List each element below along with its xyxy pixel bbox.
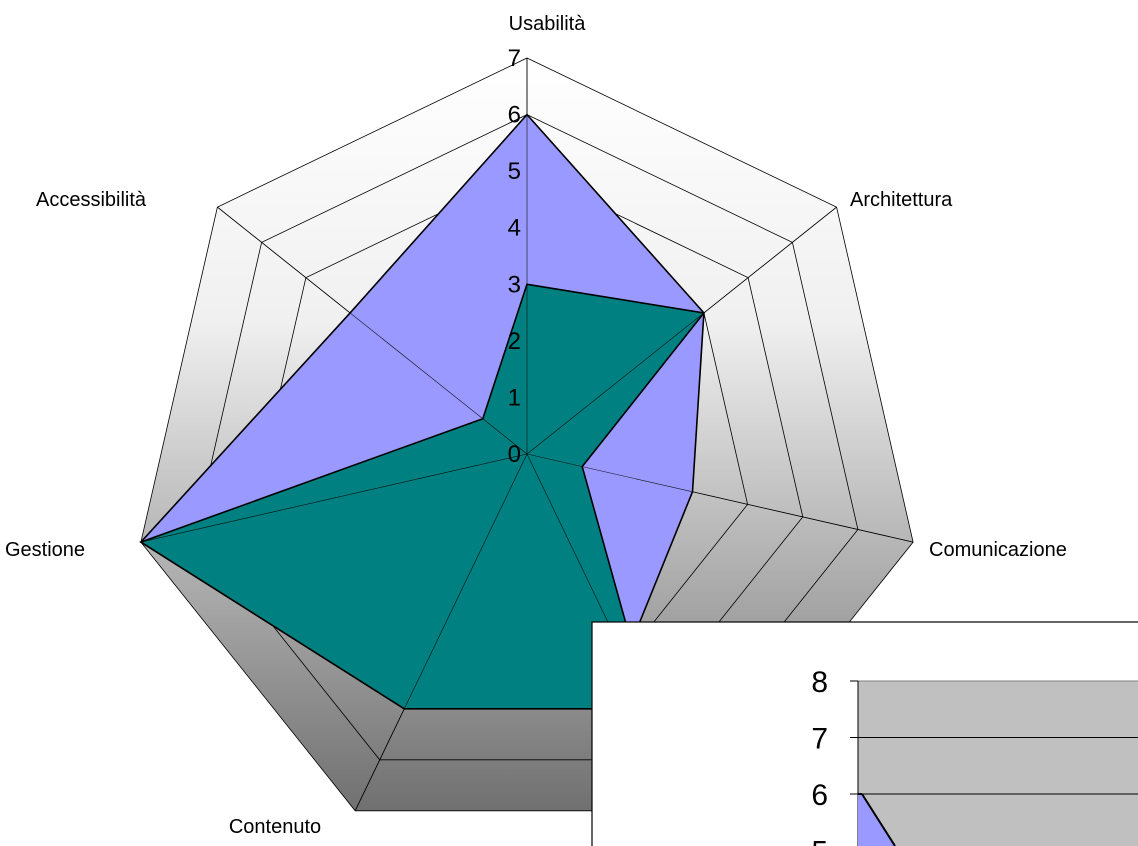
inset-tick-labels: 5 6 7 8 bbox=[811, 666, 828, 846]
radar-axis-label: Contenuto bbox=[229, 816, 321, 838]
inset-gridlines bbox=[850, 680, 1138, 795]
inset-tick-label: 7 bbox=[811, 723, 828, 756]
radar-axis-labels: Usabilità Architettura Comunicazione Conten… bbox=[5, 13, 1067, 838]
radar-axis-label: Comunicazione bbox=[929, 539, 1067, 561]
radar-axis-label: Architettura bbox=[850, 189, 953, 211]
radar-tick-label: 2 bbox=[508, 328, 521, 355]
radar-series-2-area bbox=[139, 283, 706, 710]
inset-tick-label: 5 bbox=[811, 836, 828, 846]
radar-tick-label: 1 bbox=[508, 384, 521, 411]
inset-series-line bbox=[861, 793, 896, 846]
radar-axis-label: Gestione bbox=[5, 539, 85, 561]
radar-axis-label: Usabilità bbox=[509, 13, 587, 35]
radar-spoke-overlay bbox=[354, 453, 528, 811]
inset-tick-label: 6 bbox=[811, 779, 828, 812]
radar-tick-label: 5 bbox=[508, 158, 521, 185]
radar-tick-label: 3 bbox=[508, 271, 521, 298]
radar-tick-label: 7 bbox=[508, 45, 521, 72]
radar-chart: 0 1 2 3 4 5 6 7 Usabilità Architettura Comunicazi… bbox=[5, 13, 1067, 838]
inset-plot-area bbox=[857, 680, 1138, 846]
radar-tick-label: 6 bbox=[508, 102, 521, 129]
inset-chart: 5 6 7 8 bbox=[591, 621, 1138, 846]
radar-tick-labels: 0 1 2 3 4 5 6 7 bbox=[508, 45, 521, 468]
radar-grid-ring bbox=[195, 114, 859, 761]
radar-spoke-overlay bbox=[526, 206, 837, 455]
radar-series-group bbox=[139, 113, 706, 710]
inset-tick-label: 8 bbox=[811, 666, 828, 699]
radar-tick-label: 0 bbox=[508, 441, 521, 468]
radar-axis-label: Accessibilità bbox=[36, 189, 147, 211]
radar-tick-label: 4 bbox=[508, 215, 521, 242]
radar-spoke-overlay bbox=[526, 453, 914, 543]
radar-grid-ring bbox=[140, 57, 914, 812]
radar-spoke-overlay bbox=[217, 206, 528, 455]
inset-series-group bbox=[858, 793, 896, 846]
radar-spoke-overlay bbox=[140, 453, 528, 543]
